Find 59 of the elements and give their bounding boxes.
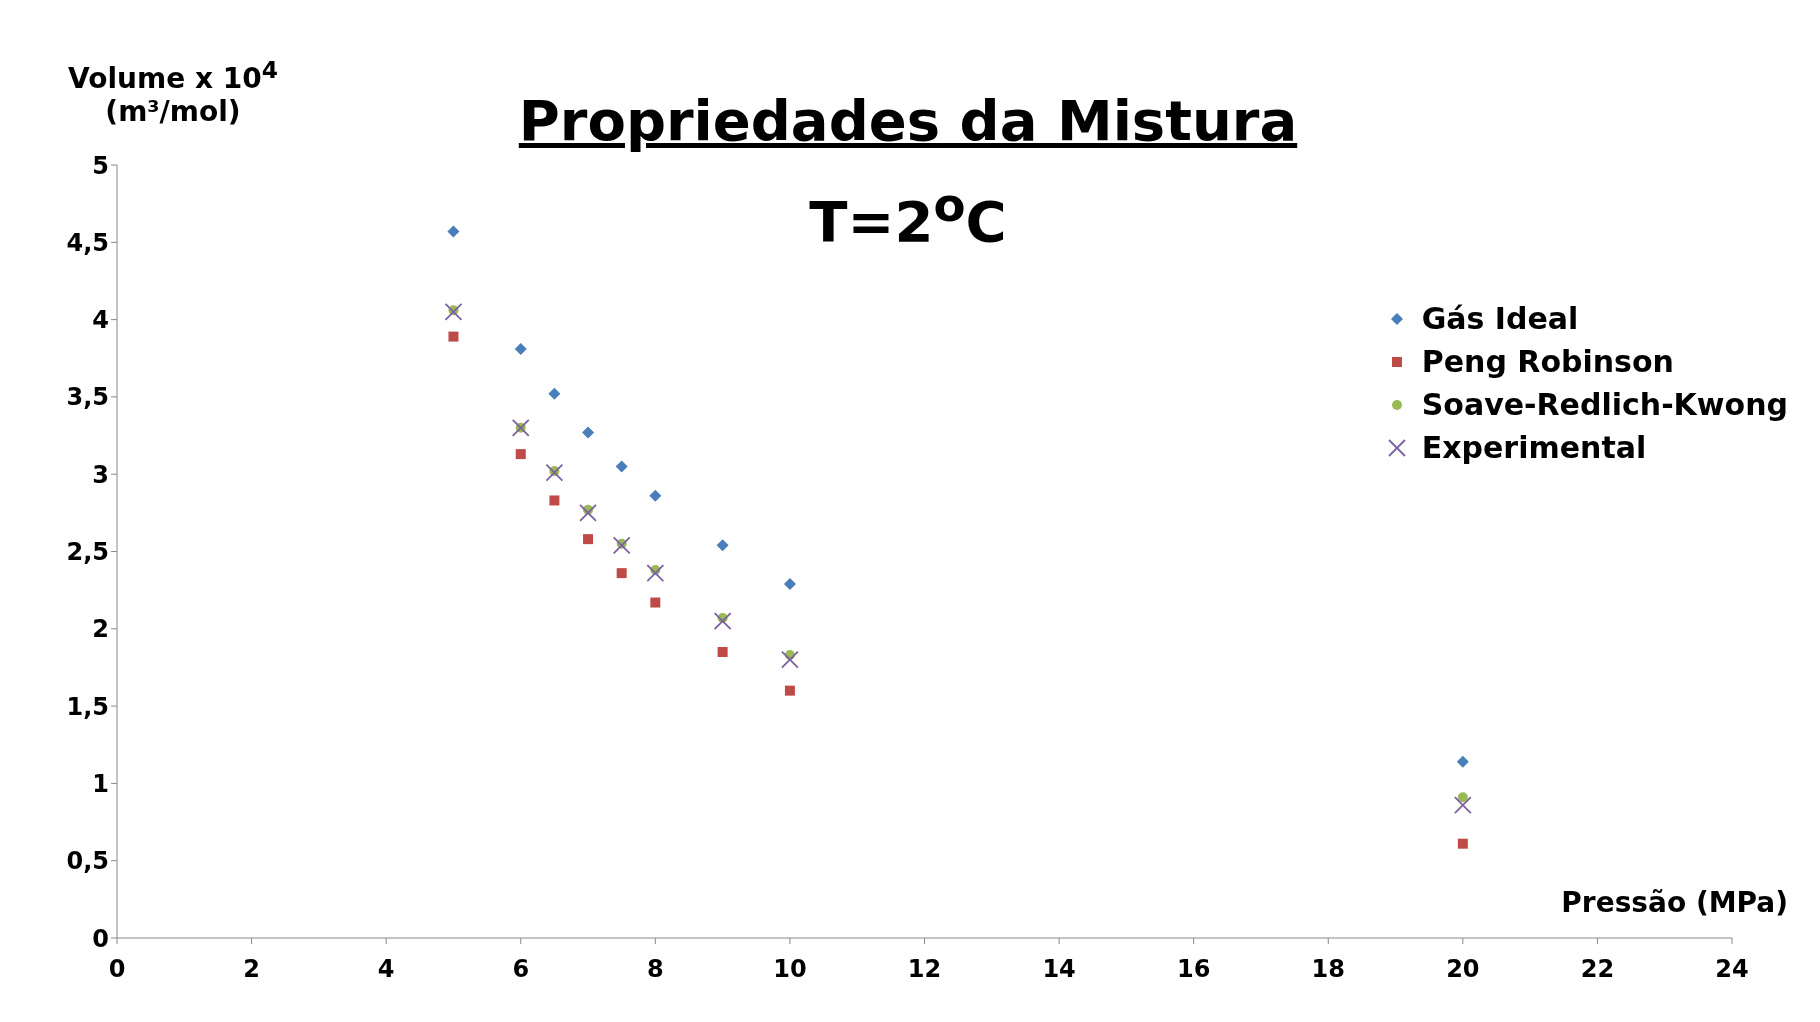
legend-label: Peng Robinson: [1421, 344, 1674, 379]
x-tick-label: 2: [243, 955, 260, 984]
y-tick-label: 2: [92, 615, 109, 644]
y-tick-label: 0,5: [66, 847, 109, 876]
y-tick-label: 2,5: [66, 538, 109, 567]
y-tick-label: 3: [92, 460, 109, 489]
chart-title: Propriedades da Mistura: [518, 88, 1298, 153]
point: [612, 536, 631, 555]
point: [1457, 838, 1468, 849]
point: [579, 503, 597, 522]
chart-subtitle: T=2$^{o}$C: [809, 178, 1007, 254]
x-tick-label: 24: [1715, 955, 1749, 984]
point: [548, 387, 561, 400]
y-tick-label: 4,5: [66, 228, 109, 257]
point: [649, 489, 662, 502]
point: [444, 302, 463, 321]
legend-label: Gás Ideal: [1421, 301, 1579, 336]
point: [582, 426, 595, 439]
point: [616, 568, 627, 579]
y-tick-label: 1,5: [66, 692, 109, 721]
y-tick-label: 3,5: [66, 383, 109, 412]
legend-label: Experimental: [1421, 430, 1647, 465]
x-tick-label: 14: [1042, 955, 1076, 984]
point: [1456, 755, 1469, 768]
point: [1453, 796, 1472, 814]
point: [511, 418, 530, 437]
x-tick-label: 6: [512, 955, 530, 984]
point: [447, 225, 460, 238]
point: [716, 539, 729, 552]
point: [514, 342, 527, 355]
point: [448, 331, 459, 342]
y-tick-label: 1: [92, 769, 109, 798]
y-tick-label: 0: [92, 924, 109, 953]
x-tick-label: 10: [773, 955, 807, 984]
point: [784, 685, 795, 696]
point: [615, 460, 628, 473]
point: [781, 650, 799, 669]
point: [583, 534, 594, 545]
x-tick-label: 18: [1311, 955, 1345, 984]
point: [646, 564, 665, 583]
x-tick-label: 16: [1176, 955, 1211, 984]
x-tick-label: 20: [1446, 955, 1480, 984]
legend-label: Soave-Redlich-Kwong: [1421, 387, 1788, 422]
point: [549, 495, 560, 506]
point: [717, 646, 728, 657]
x-tick-label: 22: [1580, 955, 1615, 984]
point: [515, 449, 526, 460]
x-tick-label: 12: [907, 955, 942, 984]
point: [783, 577, 796, 590]
y-tick-label: 4: [92, 306, 109, 335]
point: [1457, 792, 1468, 803]
y-axis-title: Volume x 10$^{4}$ (m³/mol): [67, 56, 279, 129]
point: [650, 597, 661, 608]
y-tick-label: 5: [92, 151, 109, 180]
x-tick-label: 4: [377, 955, 395, 984]
point: [545, 463, 564, 482]
point: [713, 612, 732, 630]
x-axis-title: Pressão (MPa): [1561, 886, 1788, 919]
x-tick-label: 8: [646, 955, 664, 984]
